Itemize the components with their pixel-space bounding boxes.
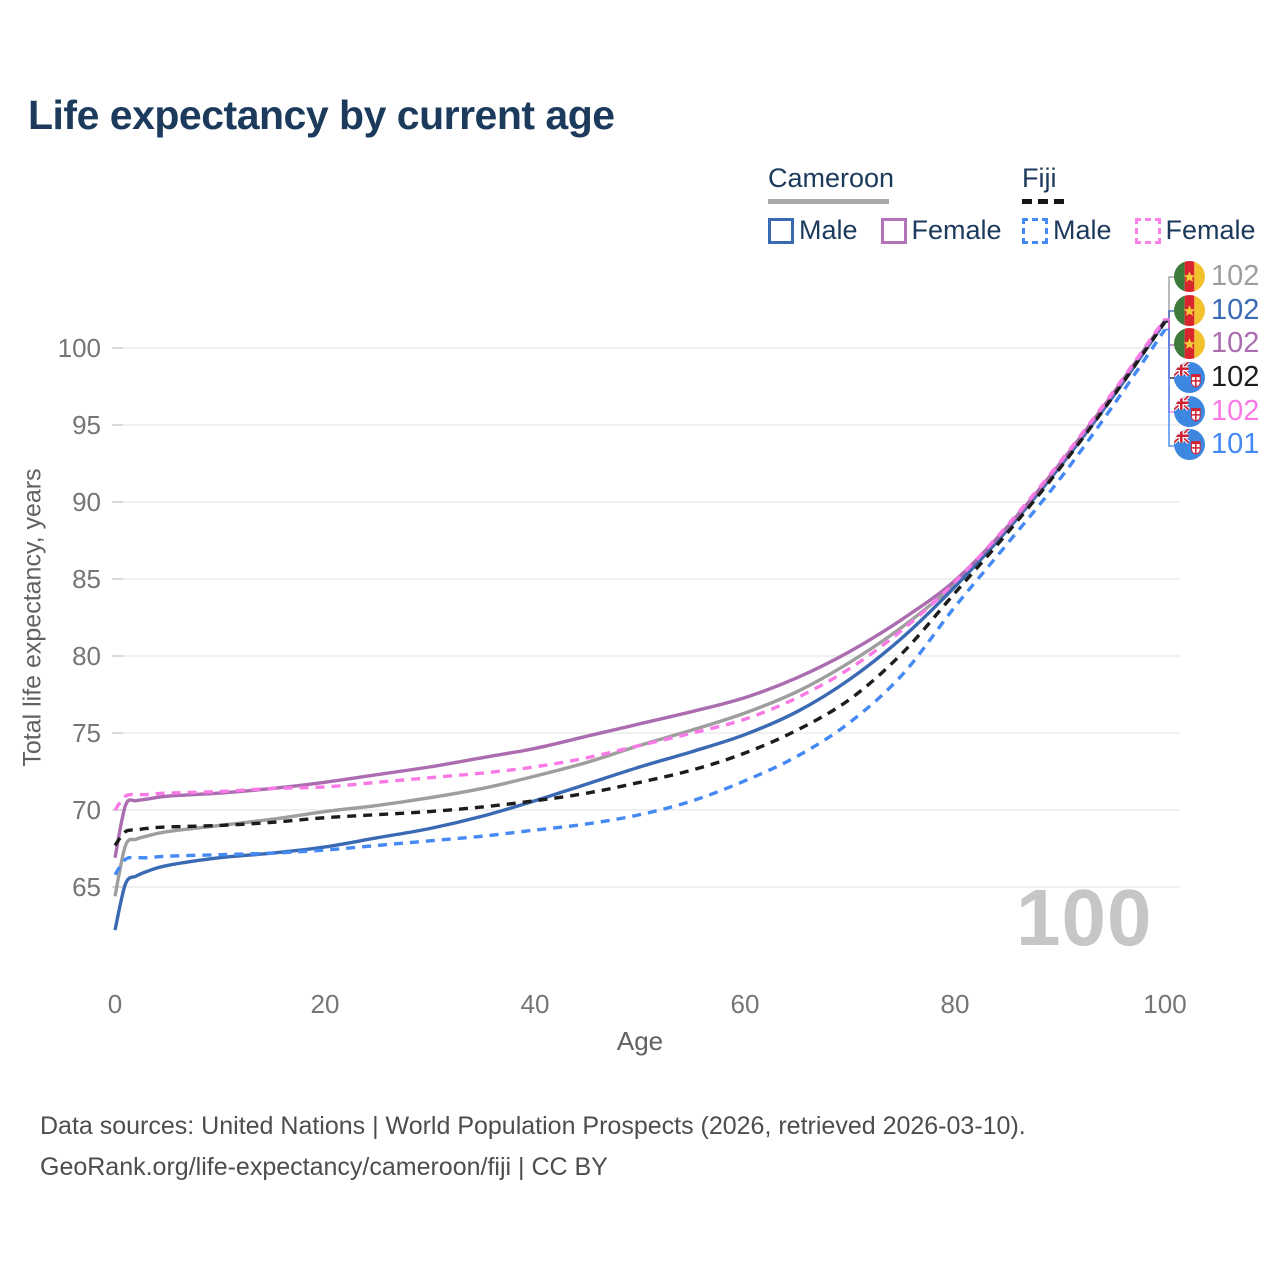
legend-country-cameroon[interactable]: Cameroon bbox=[768, 163, 895, 193]
end-label-fiji-male: 101 bbox=[1174, 428, 1259, 462]
fiji-line-sample bbox=[1022, 199, 1064, 204]
end-label-fiji-total: 102 bbox=[1174, 361, 1259, 395]
cameroon-flag-icon bbox=[1174, 328, 1205, 360]
y-tick-label: 70 bbox=[72, 795, 101, 825]
legend-item-fiji-female[interactable]: Female bbox=[1134, 215, 1256, 246]
end-label-cameroon-female: 102 bbox=[1174, 327, 1259, 361]
cameroon-flag-icon bbox=[1174, 294, 1205, 326]
data-sources-line: Data sources: United Nations | World Pop… bbox=[40, 1112, 1026, 1140]
cameroon-flag-icon bbox=[1174, 261, 1205, 293]
legend-country-fiji[interactable]: Fiji bbox=[1022, 163, 1057, 193]
y-tick-label: 85 bbox=[72, 564, 101, 594]
y-tick-label: 100 bbox=[58, 333, 101, 363]
x-tick-label: 60 bbox=[731, 989, 760, 1019]
legend-group-fiji: Fiji Male Female bbox=[1022, 163, 1274, 246]
y-axis-title: Total life expectancy, years bbox=[18, 468, 47, 767]
series-end-labels: 102 102 102 102 bbox=[1174, 260, 1259, 462]
y-tick-label: 90 bbox=[72, 487, 101, 517]
series-line-fiji-total[interactable] bbox=[113, 320, 1167, 847]
page-title: Life expectancy by current age bbox=[28, 92, 615, 138]
series-line-cameroon-male[interactable] bbox=[113, 320, 1167, 931]
end-label-cameroon-total: 102 bbox=[1174, 260, 1259, 294]
fiji-flag-icon bbox=[1174, 429, 1205, 461]
y-tick-label: 65 bbox=[72, 872, 101, 902]
legend-item-cameroon-female[interactable]: Female bbox=[880, 215, 1002, 246]
attribution-line: GeoRank.org/life-expectancy/cameroon/fij… bbox=[40, 1153, 608, 1181]
legend-item-fiji-male[interactable]: Male bbox=[1022, 215, 1112, 246]
x-tick-label: 80 bbox=[941, 989, 970, 1019]
hover-age-indicator: 100 bbox=[1016, 873, 1153, 962]
y-tick-label: 80 bbox=[72, 641, 101, 671]
fiji-female-swatch-icon bbox=[1134, 217, 1161, 244]
footer: Data sources: United Nations | World Pop… bbox=[40, 1106, 1026, 1188]
leader-line-fiji-male bbox=[1165, 328, 1175, 447]
x-tick-label: 0 bbox=[108, 989, 122, 1019]
cameroon-line-sample bbox=[768, 199, 889, 204]
legend-item-cameroon-male[interactable]: Male bbox=[768, 215, 858, 246]
series-line-cameroon-female[interactable] bbox=[113, 319, 1167, 859]
legend-group-cameroon: Cameroon Male Female bbox=[768, 163, 1020, 246]
y-tick-label: 95 bbox=[72, 410, 101, 440]
end-label-cameroon-male: 102 bbox=[1174, 294, 1259, 328]
x-tick-label: 100 bbox=[1143, 989, 1186, 1019]
x-axis-title: Age bbox=[616, 1026, 664, 1056]
end-label-fiji-female: 102 bbox=[1174, 394, 1259, 428]
y-tick-label: 75 bbox=[72, 718, 101, 748]
fiji-flag-icon bbox=[1174, 395, 1205, 427]
x-tick-label: 40 bbox=[521, 989, 550, 1019]
fiji-male-swatch-icon bbox=[1022, 217, 1048, 244]
cameroon-female-swatch-icon bbox=[880, 217, 907, 244]
fiji-flag-icon bbox=[1174, 362, 1205, 394]
x-tick-label: 20 bbox=[311, 989, 340, 1019]
series-line-fiji-female[interactable] bbox=[113, 317, 1167, 812]
cameroon-male-swatch-icon bbox=[768, 217, 794, 244]
series-line-fiji-male[interactable] bbox=[113, 328, 1167, 876]
